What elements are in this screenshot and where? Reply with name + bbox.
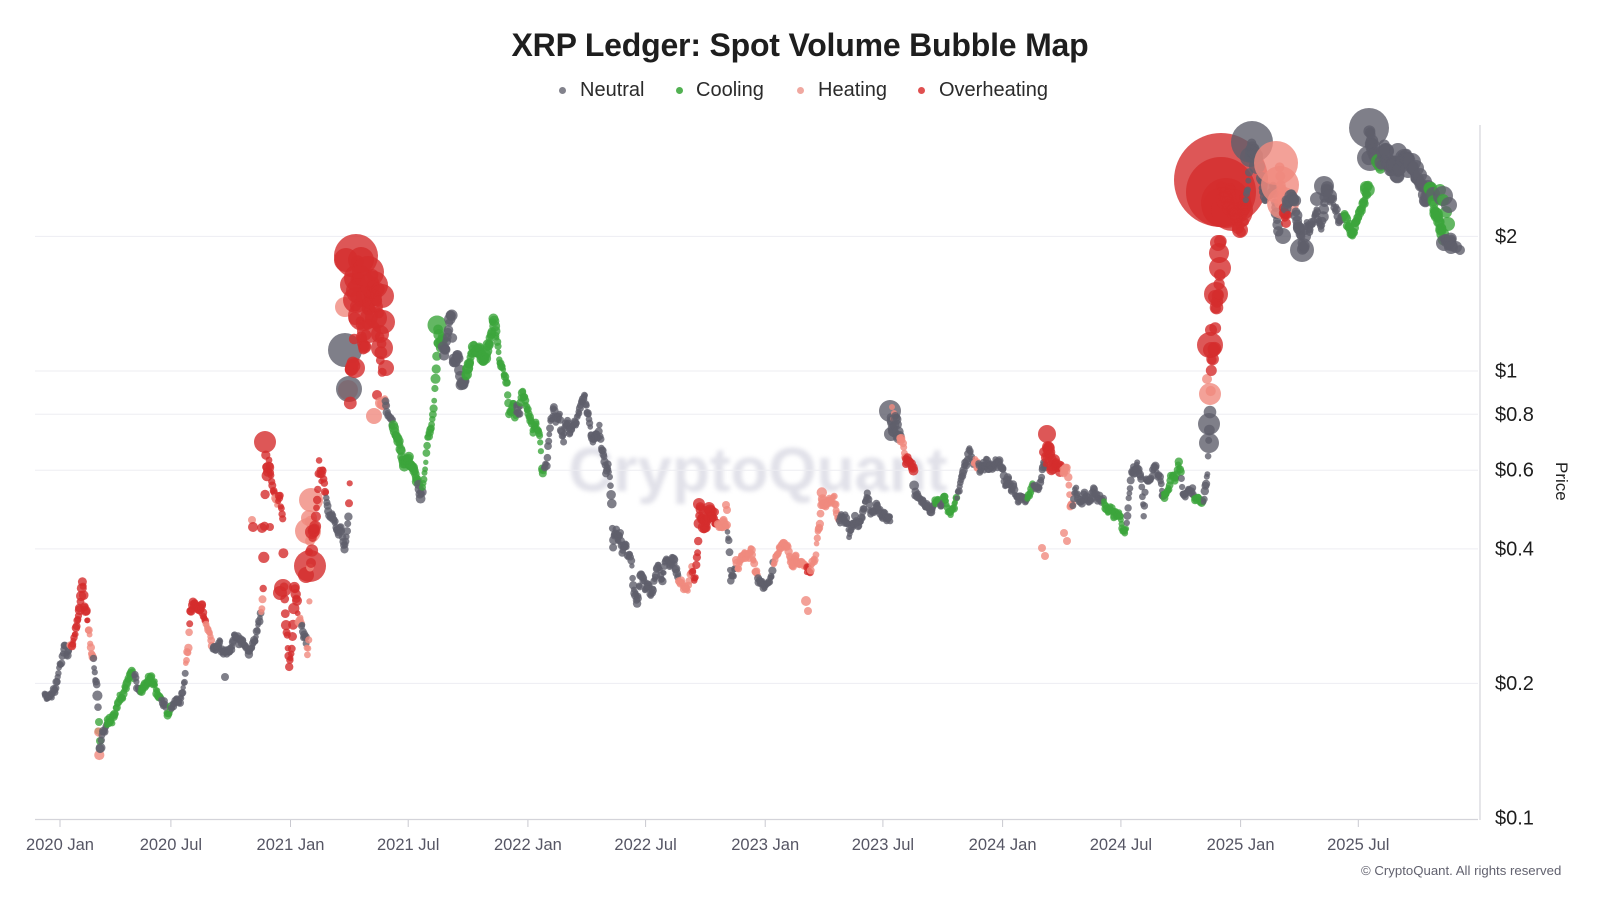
svg-text:2023 Jul: 2023 Jul (852, 836, 914, 854)
svg-text:2025 Jul: 2025 Jul (1327, 836, 1389, 854)
svg-text:2024 Jul: 2024 Jul (1090, 836, 1152, 854)
svg-text:2021 Jul: 2021 Jul (377, 836, 439, 854)
svg-text:$2: $2 (1495, 226, 1517, 248)
svg-text:2024 Jan: 2024 Jan (969, 836, 1037, 854)
svg-text:$0.2: $0.2 (1495, 673, 1534, 695)
svg-text:2022 Jul: 2022 Jul (614, 836, 676, 854)
svg-text:$0.1: $0.1 (1495, 808, 1534, 830)
svg-text:2022 Jan: 2022 Jan (494, 836, 562, 854)
svg-text:2025 Jan: 2025 Jan (1207, 836, 1275, 854)
svg-text:$0.8: $0.8 (1495, 404, 1534, 426)
svg-text:2020 Jul: 2020 Jul (140, 836, 202, 854)
svg-text:2021 Jan: 2021 Jan (257, 836, 325, 854)
svg-text:2020 Jan: 2020 Jan (26, 836, 94, 854)
svg-text:$0.6: $0.6 (1495, 460, 1534, 482)
svg-text:$1: $1 (1495, 361, 1517, 383)
svg-text:$0.4: $0.4 (1495, 538, 1534, 560)
svg-text:2023 Jan: 2023 Jan (731, 836, 799, 854)
